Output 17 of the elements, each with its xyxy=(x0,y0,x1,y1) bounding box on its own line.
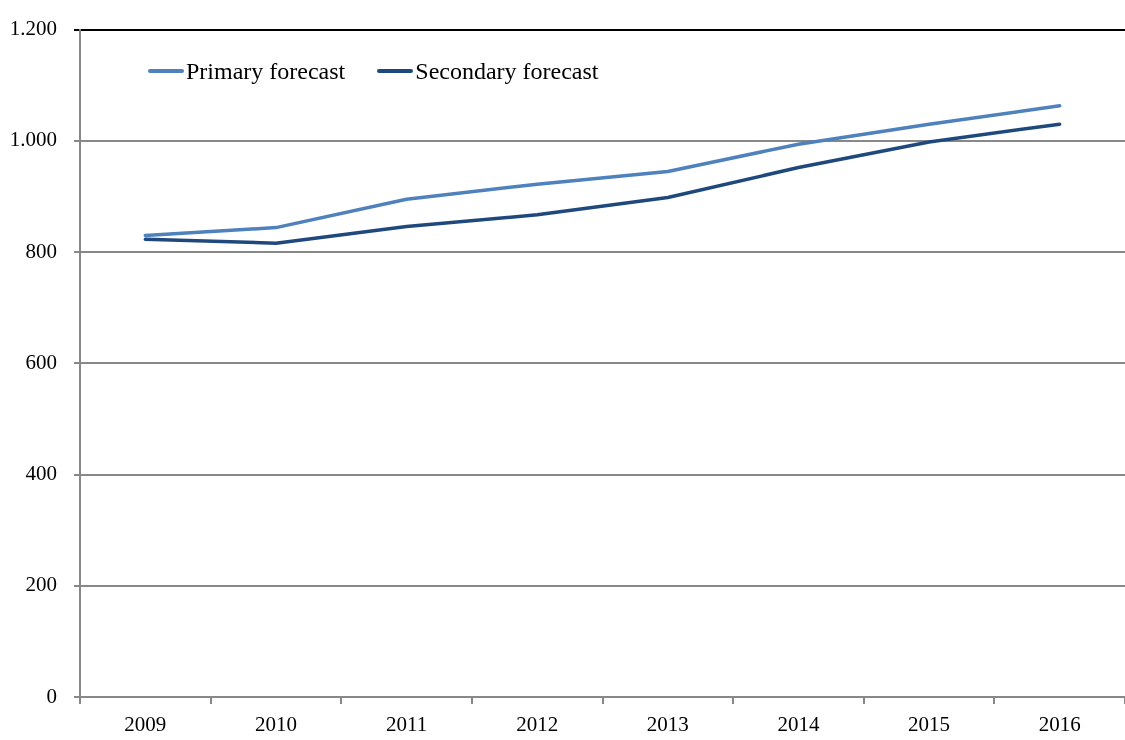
y-tick-label: 400 xyxy=(25,461,57,486)
y-tick-label: 0 xyxy=(46,683,57,708)
x-tick-label: 2013 xyxy=(646,712,689,737)
y-tick-label: 1.000 xyxy=(9,127,57,152)
x-tick-label: 2009 xyxy=(124,712,167,737)
x-tick-label: 2014 xyxy=(777,712,820,737)
x-tick-label: 2016 xyxy=(1038,712,1081,737)
y-tick-label: 600 xyxy=(25,349,57,374)
legend-label: Primary forecast xyxy=(186,57,346,86)
x-tick-label: 2015 xyxy=(908,712,951,737)
x-tick-label: 2010 xyxy=(254,712,297,737)
legend-label: Secondary forecast xyxy=(415,57,599,86)
x-tick-label: 2011 xyxy=(385,712,428,737)
y-tick-label: 800 xyxy=(25,238,57,263)
y-tick-label: 200 xyxy=(25,572,57,597)
x-tick-label: 2012 xyxy=(516,712,559,737)
y-tick-label: 1.200 xyxy=(9,16,57,41)
